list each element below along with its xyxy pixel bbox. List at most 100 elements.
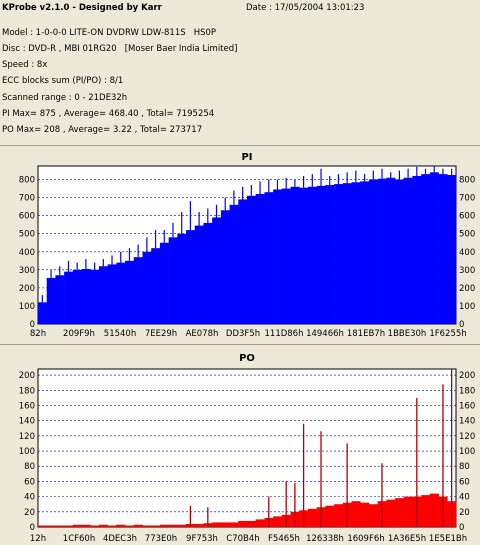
pi-ytick-left: 500 [19,230,35,240]
po-bar [255,519,265,527]
po-ytick-left: 120 [19,432,35,442]
po-bar [168,524,178,527]
pi-bar [316,185,326,324]
pi-bar [325,184,335,324]
po-ytick-right: 40 [459,493,470,503]
po-ytick-right: 180 [459,386,475,396]
info-panel: KProbe v2.1.0 - Designed by Karr Date : … [0,0,480,146]
pi-bar [220,210,230,324]
pi-bar [203,222,213,324]
pi-bar [151,248,161,324]
ecc-line: ECC blocks sum (PI/PO) : 8/1 [2,76,124,86]
po-bar [403,496,413,527]
pi-bar [247,195,257,324]
pi-bar [290,186,300,324]
pi-bar [125,260,135,324]
po-bar [421,495,431,527]
pi-bar [429,172,439,324]
pi-bar [412,175,422,324]
pi-bar [46,277,56,324]
pi-bar [281,188,291,324]
pi-bar [90,269,100,324]
pi-bar [177,233,187,324]
po-ytick-left: 40 [24,493,35,503]
pi-bar [159,242,169,324]
pi-bar [342,183,352,324]
pi-ytick-left: 0 [30,320,35,330]
pi-bar [186,230,196,324]
pi-ytick-right: 700 [459,194,475,204]
pi-xtick: 1F6255h [429,329,466,339]
scan-date: Date : 17/05/2004 13:01:23 [246,3,365,13]
po-bar [386,499,396,527]
pi-chart-title: PI [241,152,252,163]
po-bar [177,524,187,527]
po-xtick: F5465h [268,534,300,544]
pi-xtick: 7EE29h [145,329,177,339]
po-ytick-left: 60 [24,477,35,487]
po-bar [142,525,152,527]
disc-line: Disc : DVD-R , MBI 01RG20 [Moser Baer In… [2,44,238,54]
pi-bar [116,262,126,324]
po-bar [429,493,439,527]
po-bar [64,525,74,527]
po-bar [220,522,230,527]
pi-ytick-right: 200 [459,284,475,294]
pi-xtick: 111D86h [265,329,304,339]
pi-xtick: AE078h [186,329,219,339]
pi-xtick: 181EB7h [347,329,385,339]
pi-xtick: 209F9h [63,329,95,339]
pi-xtick: 51540h [104,329,136,339]
pi-ytick-left: 200 [19,284,35,294]
pi-ytick-right: 400 [459,248,475,258]
po-ytick-right: 0 [459,523,464,533]
pi-ytick-right: 300 [459,266,475,276]
pi-bar [133,257,143,324]
po-chart: PO 0 0 20 20 40 40 60 60 80 80 100 100 120 120 140 140 16… [19,353,475,544]
pi-bar [307,186,317,324]
po-bar [125,525,135,527]
pi-xtick: 149466h [306,329,344,339]
separator [0,344,480,345]
speed-line: Speed : 8x [2,60,48,70]
po-bar [273,516,283,527]
pi-bar [55,275,65,324]
po-ytick-left: 140 [19,417,35,427]
pi-bar [107,264,117,324]
pi-bar [403,177,413,324]
pi-bar [255,193,265,324]
pi-xtick: 82h [30,329,46,339]
po-bar [325,505,335,527]
po-bar [98,524,108,527]
pi-bar [194,225,204,324]
pi-bar [447,175,457,324]
po-ytick-right: 160 [459,401,475,411]
po-ytick-right: 140 [459,417,475,427]
pi-bar [238,199,248,324]
pi-bar [421,174,431,324]
pi-ytick-right: 800 [459,176,475,186]
po-bar [351,501,361,527]
po-chart-title: PO [239,353,255,364]
po-ytick-right: 200 [459,371,475,381]
po-bar [46,525,56,527]
pi-bar [395,179,405,324]
po-ytick-left: 80 [24,462,35,472]
pi-ytick-left: 300 [19,266,35,276]
pi-bar [212,217,222,324]
pi-summary-line: PI Max= 875 , Average= 468.40 , Total= 7… [2,109,215,119]
po-xtick: 4DEC3h [103,534,137,544]
po-bar [55,525,65,527]
pi-bar [72,269,82,324]
pi-bar [81,268,91,324]
po-ytick-left: 100 [19,447,35,457]
pi-bar [38,302,48,324]
po-xtick: 773E0h [145,534,177,544]
pi-ytick-right: 600 [459,212,475,222]
po-xtick: 12h [30,534,46,544]
po-ytick-right: 100 [459,447,475,457]
po-xtick: 126338h [306,534,344,544]
po-bar [151,525,161,527]
po-ytick-right: 80 [459,462,470,472]
